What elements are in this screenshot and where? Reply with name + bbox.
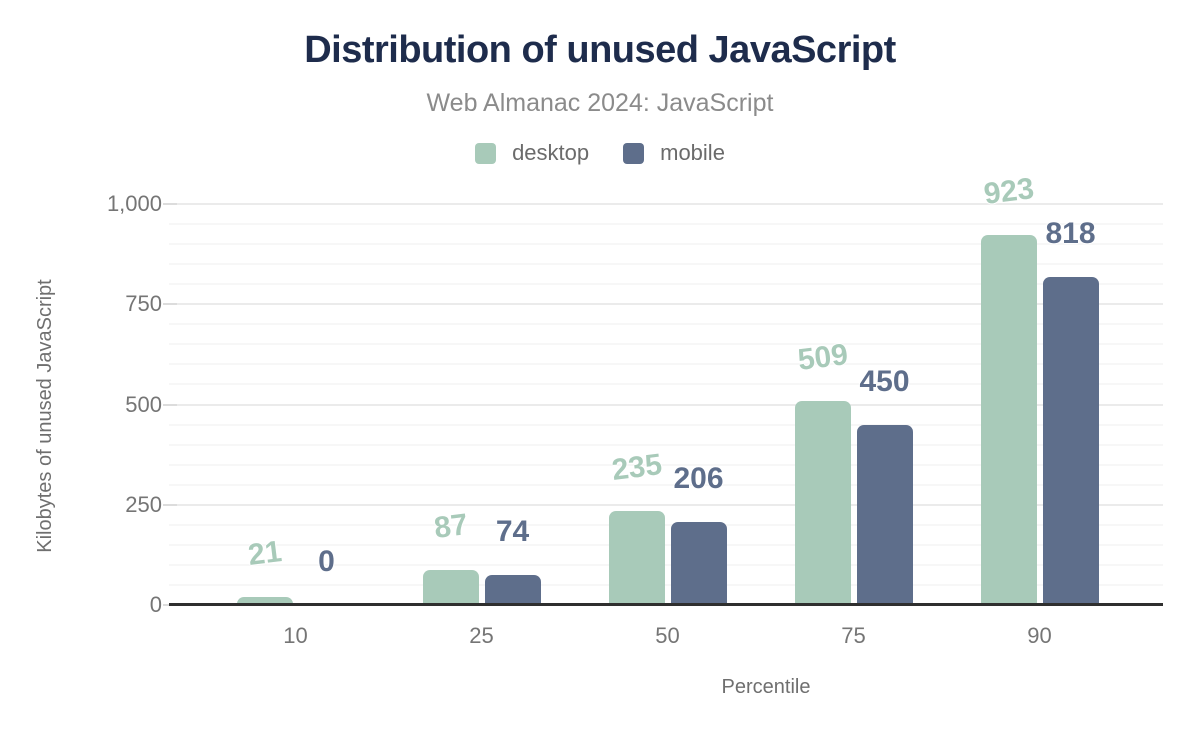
x-axis-title: Percentile [721,676,811,698]
legend-label-desktop: desktop [512,140,590,165]
gridline-minor [169,423,1163,426]
gridline-minor [169,463,1163,466]
value-label-desktop-p25: 87 [431,508,470,546]
x-tick-label-90: 90 [1027,623,1052,648]
value-label-mobile-p90: 818 [1045,216,1096,250]
gridline-major [169,503,1163,506]
bar-mobile-p50 [670,522,727,605]
y-tick-mark [163,303,177,306]
gridline-minor [169,363,1163,366]
legend-item-mobile: mobile [623,140,725,166]
legend-item-desktop: desktop [475,140,589,166]
gridline-minor [169,443,1163,446]
value-label-mobile-p75: 450 [859,364,910,398]
bar-desktop-p10 [236,596,293,605]
bar-mobile-p25 [484,575,541,605]
y-tick-mark [163,403,177,406]
x-tick-label-25: 25 [469,623,494,648]
x-tick-label-50: 50 [655,623,680,648]
legend-label-mobile: mobile [660,140,725,165]
gridline-major [169,303,1163,306]
x-tick-label-10: 10 [283,623,308,648]
gridline-minor [169,223,1163,226]
y-tick-label-250: 250 [125,491,162,517]
chart-subtitle: Web Almanac 2024: JavaScript [426,89,774,117]
y-tick-label-500: 500 [125,391,162,417]
plot-area: 21 87 235 509 923 0 74 206 450 818 10 25 50 75 90 Perce… [169,172,1163,698]
chart-title: Distribution of unused JavaScript [304,29,896,71]
bar-desktop-p90 [980,234,1037,605]
gridline-minor [169,563,1163,566]
value-label-desktop-p50: 235 [609,447,664,487]
gridline-minor [169,263,1163,266]
bar-mobile-p90 [1042,276,1099,605]
value-label-desktop-p75: 509 [795,337,850,377]
x-axis-line [169,603,1163,606]
y-tick-mark [163,203,177,205]
gridline-minor [169,323,1163,326]
gridline-minor [169,523,1163,526]
gridline-minor [169,283,1163,286]
bar-desktop-p75 [794,400,851,605]
gridline-minor [169,483,1163,486]
desktop-swatch-icon [475,142,497,164]
gridline-major [169,403,1163,406]
y-tick-mark [163,503,177,506]
gridline-minor [169,583,1163,586]
y-tick-label-0: 0 [149,592,162,617]
mobile-swatch-icon [623,142,645,164]
y-tick-label-1000: 1,000 [106,191,162,216]
value-label-mobile-p50: 206 [673,462,724,496]
bar-desktop-p50 [608,510,665,605]
value-label-desktop-p10: 21 [245,534,284,572]
gridline-major [169,203,1163,205]
x-tick-label-75: 75 [841,623,866,648]
legend: desktop mobile [0,140,1200,166]
y-tick-label-750: 750 [125,291,162,317]
gridline-minor [169,243,1163,246]
bar-desktop-p25 [422,570,479,605]
value-label-desktop-p90: 923 [981,171,1036,211]
gridline-minor [169,543,1163,546]
value-label-mobile-p10: 0 [318,545,335,578]
bar-mobile-p75 [856,424,913,605]
value-label-mobile-p25: 74 [495,515,530,549]
gridline-minor [169,383,1163,386]
gridline-minor [169,343,1163,346]
